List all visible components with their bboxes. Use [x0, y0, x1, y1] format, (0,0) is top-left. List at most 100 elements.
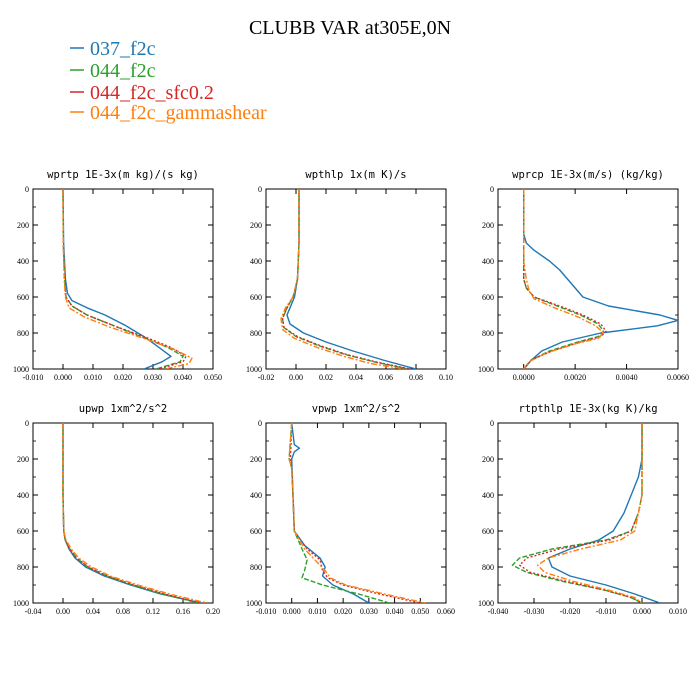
x-tick-label: 0.060: [437, 607, 455, 616]
x-tick-label: -0.010: [256, 607, 277, 616]
series-line: [62, 423, 199, 603]
y-tick-label: 400: [17, 257, 29, 266]
series-group: [288, 423, 426, 603]
x-tick-label: 0.000: [633, 607, 651, 616]
series-line: [286, 189, 417, 369]
y-tick-label: 800: [250, 329, 262, 338]
y-tick-label: 1000: [246, 365, 262, 374]
panel-title: rtpthlp 1E-3x(kg K)/kg: [518, 403, 657, 415]
x-tick-label: -0.010: [596, 607, 617, 616]
y-tick-label: 800: [17, 329, 29, 338]
series-group: [511, 423, 661, 603]
series-group: [62, 189, 193, 369]
x-tick-label: 0.0060: [667, 373, 689, 382]
x-tick-label: -0.030: [524, 607, 545, 616]
x-tick-label: 0.20: [206, 607, 220, 616]
y-tick-label: 1000: [478, 365, 494, 374]
series-line: [62, 189, 184, 369]
y-tick-label: 400: [482, 491, 494, 500]
x-tick-label: 0.0040: [616, 373, 638, 382]
x-tick-label: -0.010: [23, 373, 44, 382]
x-tick-label: 0.08: [116, 607, 130, 616]
series-line: [288, 423, 390, 603]
series-line: [281, 189, 409, 369]
series-group: [280, 189, 417, 369]
x-tick-label: -0.02: [258, 373, 275, 382]
chart-panel: wprcp 1E-3x(m/s) (kg/kg) 0 200 400 600 800 100…: [478, 169, 689, 382]
series-line: [62, 189, 172, 369]
x-tick-label: 0.030: [360, 607, 378, 616]
y-tick-label: 800: [482, 563, 494, 572]
panel-title: wprtp 1E-3x(m kg)/(s kg): [47, 169, 199, 181]
legend-label: 037_f2c: [90, 38, 156, 60]
plot-frame: [497, 188, 679, 370]
x-tick-label: 0.10: [439, 373, 453, 382]
y-tick-label: 0: [25, 185, 29, 194]
x-tick-label: 0.04: [86, 607, 100, 616]
plot-frame: [497, 422, 679, 604]
series-line: [62, 423, 202, 603]
figure-title: CLUBB VAR at305E,0N: [249, 17, 451, 39]
y-tick-label: 1000: [246, 599, 262, 608]
y-tick-label: 400: [250, 257, 262, 266]
series-line: [523, 189, 607, 369]
y-tick-label: 600: [250, 527, 262, 536]
y-tick-label: 1000: [13, 365, 29, 374]
x-tick-label: -0.020: [560, 607, 581, 616]
series-line: [289, 423, 421, 603]
series-line: [511, 423, 643, 603]
y-tick-label: 200: [482, 455, 494, 464]
y-tick-label: 600: [17, 527, 29, 536]
y-tick-label: 600: [17, 293, 29, 302]
x-tick-label: 0.16: [176, 607, 190, 616]
x-tick-label: 0.08: [409, 373, 423, 382]
series-group: [523, 189, 678, 369]
plot-frame: [32, 422, 214, 604]
y-tick-label: 0: [258, 185, 262, 194]
panel-title: wprcp 1E-3x(m/s) (kg/kg): [512, 169, 664, 181]
y-tick-label: 0: [490, 185, 494, 194]
x-tick-label: 0.00: [289, 373, 303, 382]
y-tick-label: 800: [482, 329, 494, 338]
y-tick-label: 400: [17, 491, 29, 500]
x-tick-label: 0.0000: [513, 373, 535, 382]
series-line: [536, 423, 643, 603]
chart-panel: vpwp 1xm^2/s^2 0 200 400 600 800 1000-0.010 0.0…: [246, 403, 455, 616]
y-tick-label: 0: [258, 419, 262, 428]
plot-frame: [32, 188, 214, 370]
x-tick-label: 0.050: [411, 607, 429, 616]
series-line: [523, 189, 678, 369]
x-tick-label: -0.040: [488, 607, 509, 616]
y-tick-label: 200: [250, 455, 262, 464]
x-tick-label: 0.06: [379, 373, 393, 382]
y-tick-label: 600: [482, 293, 494, 302]
y-tick-label: 0: [490, 419, 494, 428]
y-tick-label: 200: [17, 221, 29, 230]
legend-label: 044_f2c_gammashear: [90, 102, 267, 124]
x-tick-label: 0.030: [144, 373, 162, 382]
x-tick-label: 0.010: [308, 607, 326, 616]
series-group: [62, 423, 208, 603]
x-tick-label: 0.020: [334, 607, 352, 616]
chart-panel: rtpthlp 1E-3x(kg K)/kg02004006008001000-…: [478, 403, 687, 616]
y-tick-label: 600: [250, 293, 262, 302]
legend-item: 044_f2c_gammashear: [70, 102, 267, 124]
series-line: [62, 189, 187, 369]
x-tick-label: 0.04: [349, 373, 363, 382]
legend-item: 044_f2c_sfc0.2: [70, 82, 214, 104]
y-tick-label: 1000: [13, 599, 29, 608]
x-tick-label: 0.040: [386, 607, 404, 616]
x-tick-label: 0.000: [54, 373, 72, 382]
y-tick-label: 1000: [478, 599, 494, 608]
y-tick-label: 800: [250, 563, 262, 572]
y-tick-label: 0: [25, 419, 29, 428]
y-tick-label: 400: [250, 491, 262, 500]
series-line: [281, 189, 411, 369]
x-tick-label: 0.020: [114, 373, 132, 382]
series-line: [518, 423, 643, 603]
plot-frame: [265, 188, 447, 370]
series-line: [523, 189, 605, 369]
series-line: [62, 423, 208, 603]
series-line: [62, 189, 193, 369]
